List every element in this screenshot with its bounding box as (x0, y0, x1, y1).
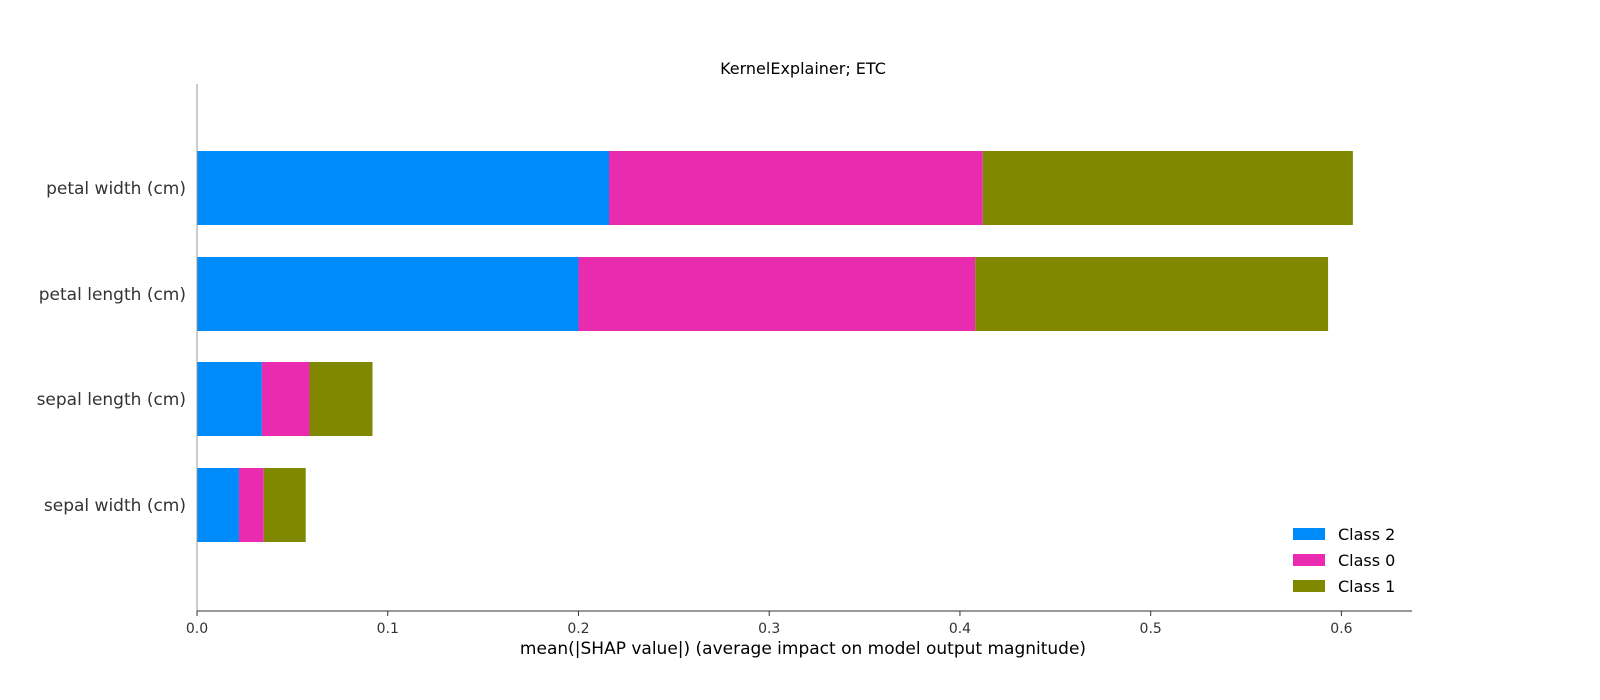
legend-label: Class 0 (1338, 551, 1395, 570)
bar-segment-2-1 (261, 362, 310, 436)
bar-segment-2-0 (197, 362, 262, 436)
x-tick-label: 0.4 (949, 621, 971, 637)
x-axis-label: mean(|SHAP value|) (average impact on mo… (520, 639, 1086, 659)
chart-title: KernelExplainer; ETC (720, 59, 886, 78)
category-label: petal width (cm) (46, 179, 186, 199)
category-label: petal length (cm) (39, 285, 186, 305)
x-tick-label: 0.0 (186, 621, 208, 637)
bar-segment-0-2 (982, 151, 1353, 225)
bar-segment-3-0 (197, 468, 239, 542)
category-label: sepal length (cm) (37, 390, 186, 410)
category-label: sepal width (cm) (44, 496, 186, 516)
legend-swatch (1293, 580, 1325, 592)
bar-segment-1-2 (975, 257, 1329, 331)
bar-segment-3-1 (238, 468, 264, 542)
x-axis-ticks: 0.0 0.1 0.2 0.3 0.4 0.5 0.6 (186, 611, 1353, 637)
legend-swatch (1293, 528, 1325, 540)
legend-label: Class 2 (1338, 525, 1395, 544)
bar-segment-0-1 (608, 151, 983, 225)
x-tick-label: 0.3 (758, 621, 780, 637)
x-tick-label: 0.2 (567, 621, 589, 637)
category-labels: petal width (cm) petal length (cm) sepal l… (37, 179, 186, 516)
legend: Class 2 Class 0 Class 1 (1293, 525, 1395, 596)
legend-label: Class 1 (1338, 577, 1395, 596)
bars-group (197, 151, 1353, 542)
bar-segment-2-2 (309, 362, 373, 436)
x-tick-label: 0.5 (1140, 621, 1162, 637)
x-tick-label: 0.1 (377, 621, 399, 637)
bar-segment-3-2 (263, 468, 306, 542)
bar-segment-1-1 (578, 257, 976, 331)
bar-segment-1-0 (197, 257, 579, 331)
bar-segment-0-0 (197, 151, 609, 225)
x-tick-label: 0.6 (1330, 621, 1352, 637)
legend-swatch (1293, 554, 1325, 566)
